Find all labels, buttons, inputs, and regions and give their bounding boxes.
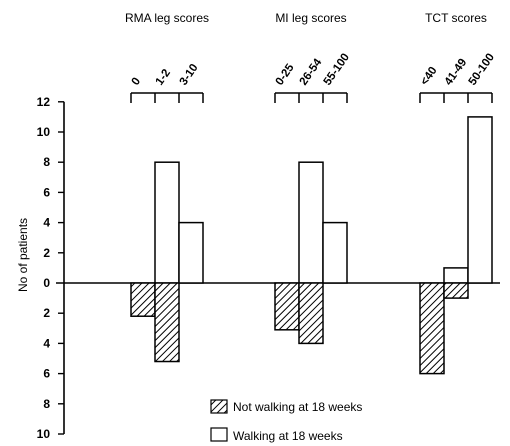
legend-swatch-walking bbox=[210, 427, 228, 442]
bar-not-walking bbox=[154, 282, 180, 363]
category-label: <40 bbox=[419, 65, 440, 88]
category-label: 50-100 bbox=[467, 52, 497, 88]
bar-walking bbox=[467, 116, 493, 284]
y-tick-label: 4 bbox=[43, 336, 50, 350]
bar-walking bbox=[443, 267, 469, 284]
y-tick-label: 10 bbox=[37, 125, 51, 139]
bar-not-walking bbox=[274, 282, 300, 331]
bar-not-walking bbox=[419, 282, 445, 375]
y-tick-label: 10 bbox=[37, 427, 51, 441]
bar-walking bbox=[154, 161, 180, 284]
bar-not-walking bbox=[298, 282, 324, 345]
category-label: 3-10 bbox=[178, 62, 201, 88]
bar-walking bbox=[298, 161, 324, 284]
y-tick-label: 2 bbox=[43, 306, 50, 320]
category-label: 55-100 bbox=[322, 52, 352, 88]
y-tick-label: 8 bbox=[43, 397, 50, 411]
y-tick-label-0: 0 bbox=[43, 276, 50, 290]
y-tick-label: 6 bbox=[43, 185, 50, 199]
axis-layer: 0 2 4 6 8 10 12 2 4 6 8 10 bbox=[37, 95, 500, 441]
y-axis-label: No of patients bbox=[16, 218, 30, 292]
group-title: TCT scores bbox=[425, 11, 487, 25]
legend: Not walking at 18 weeks Walking at 18 we… bbox=[210, 399, 362, 443]
bar-walking bbox=[322, 221, 348, 284]
bar-not-walking bbox=[443, 282, 469, 299]
group-title: MI leg scores bbox=[275, 11, 346, 25]
bar-walking bbox=[178, 221, 204, 284]
category-label: 41-49 bbox=[443, 57, 470, 88]
legend-label-walking: Walking at 18 weeks bbox=[233, 429, 343, 443]
y-tick-label: 6 bbox=[43, 367, 50, 381]
category-label: 0-25 bbox=[274, 61, 297, 87]
y-tick-label: 2 bbox=[43, 246, 50, 260]
category-label: 0 bbox=[130, 76, 144, 88]
y-tick-label: 8 bbox=[43, 155, 50, 169]
group-headers: RMA leg scores 0 1-2 3-10 MI leg scores 0-25 2… bbox=[125, 11, 497, 103]
bars-layer bbox=[130, 116, 493, 375]
y-tick-label: 12 bbox=[37, 95, 51, 109]
category-label: 26-54 bbox=[298, 56, 325, 87]
y-tick-label: 4 bbox=[43, 216, 50, 230]
bar-not-walking bbox=[130, 282, 156, 317]
group-title: RMA leg scores bbox=[125, 11, 209, 25]
legend-swatch-not-walking bbox=[210, 399, 228, 414]
legend-label-not-walking: Not walking at 18 weeks bbox=[233, 400, 362, 414]
category-label: 1-2 bbox=[154, 67, 173, 88]
